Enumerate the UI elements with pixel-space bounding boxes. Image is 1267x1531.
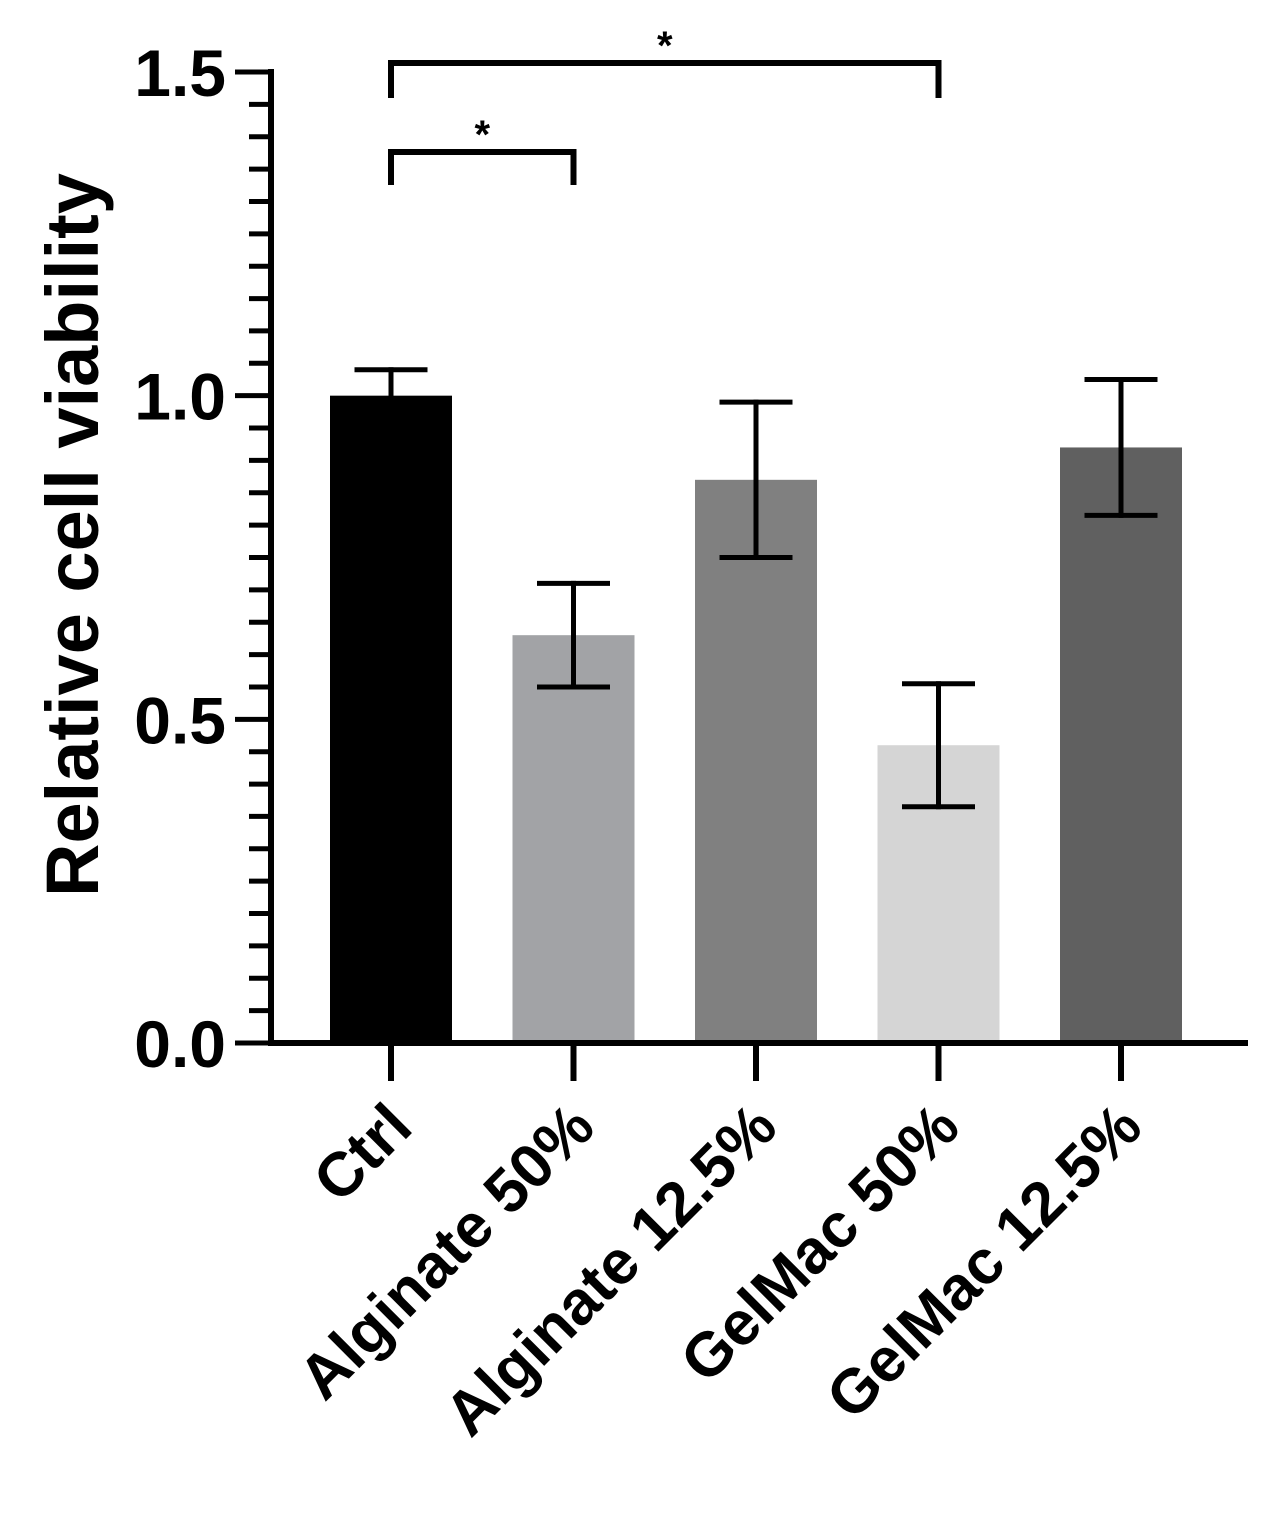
- error-bars-group: [354, 367, 1158, 810]
- bar: [330, 395, 452, 1044]
- y-tick-label: 0.5: [134, 683, 226, 757]
- y-tick-label: 1.0: [134, 360, 226, 434]
- significance-label: *: [474, 113, 490, 157]
- bar: [695, 479, 817, 1043]
- x-category-label: Ctrl: [301, 1091, 425, 1215]
- significance-bracket: [388, 60, 942, 98]
- bar: [1060, 447, 1182, 1043]
- bar: [512, 635, 635, 1043]
- y-axis-title: Relative cell viability: [31, 173, 114, 897]
- y-tick-label: 1.5: [134, 36, 226, 110]
- x-category-label: Alginate 12.5%: [432, 1091, 790, 1449]
- x-category-label: GelMac 12.5%: [814, 1091, 1155, 1432]
- significance-group: **: [388, 24, 942, 185]
- y-tick-label: 0.0: [134, 1007, 226, 1081]
- significance-bracket: [388, 149, 577, 185]
- significance-label: *: [657, 24, 673, 68]
